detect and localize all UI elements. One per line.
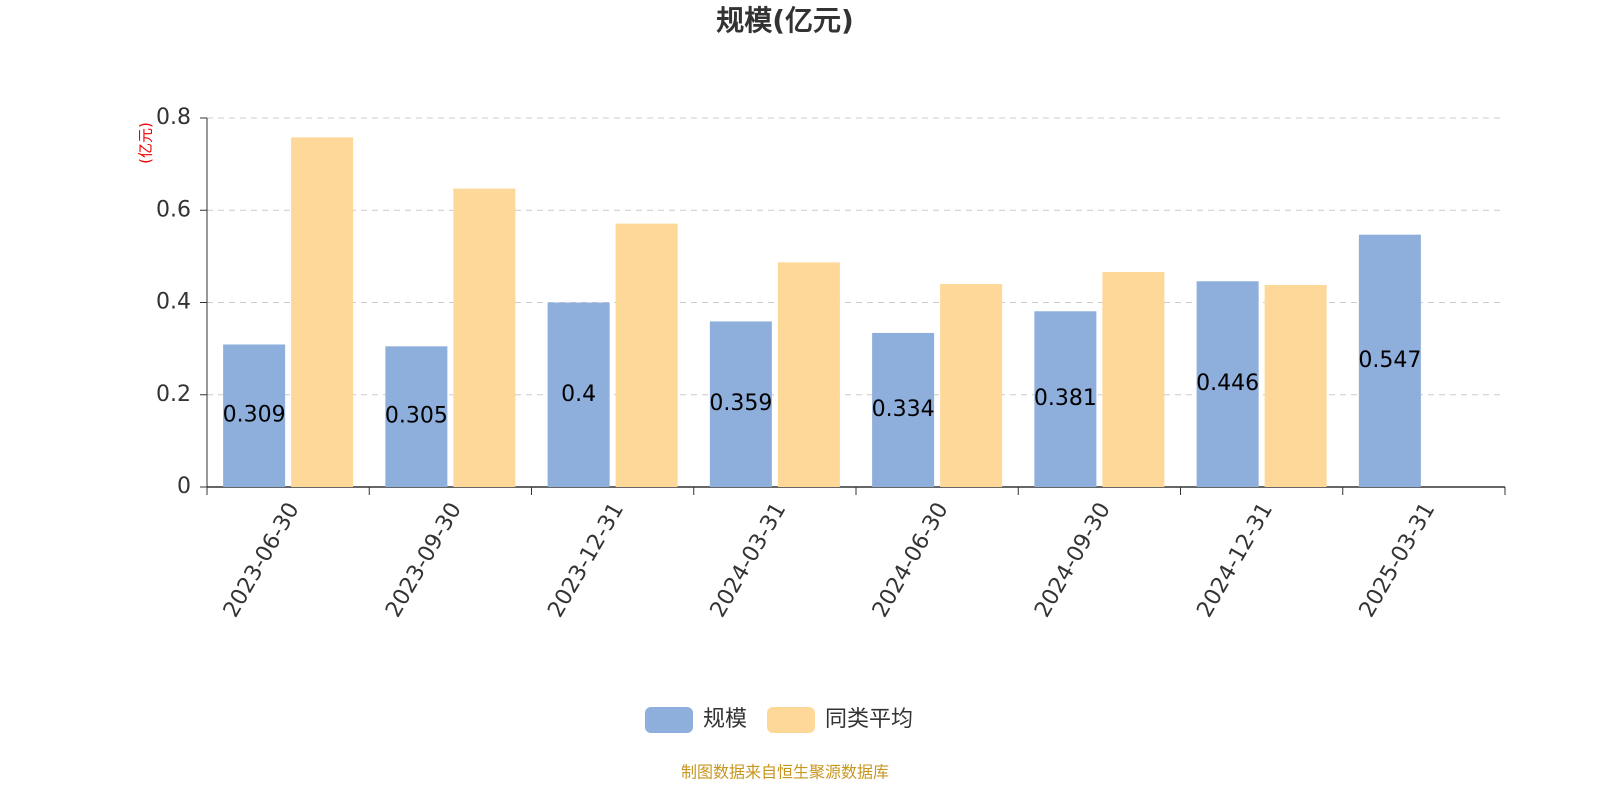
bar <box>453 188 516 488</box>
bar <box>615 223 678 487</box>
value-label: 0.381 <box>1034 386 1097 411</box>
value-label: 0.547 <box>1358 348 1421 373</box>
bar <box>872 332 935 487</box>
bar <box>777 262 840 487</box>
value-label: 0.305 <box>385 404 448 429</box>
value-label: 0.4 <box>561 382 596 407</box>
bar <box>1358 234 1421 487</box>
bar <box>1264 284 1327 487</box>
y-tick-label: 0.6 <box>156 197 191 222</box>
bar <box>385 346 448 487</box>
bar <box>1102 272 1165 487</box>
bar <box>291 137 354 487</box>
x-tick-label: 2024-03-31 <box>706 499 792 622</box>
value-label: 0.309 <box>223 403 286 428</box>
source-note: 制图数据来自恒生聚源数据库 <box>681 763 889 782</box>
y-tick-label: 0.4 <box>156 290 191 315</box>
x-tick-label: 2023-06-30 <box>219 499 305 622</box>
y-unit: (亿元) <box>137 122 155 164</box>
bar <box>547 302 610 487</box>
x-tick-label: 2023-09-30 <box>381 499 467 622</box>
x-tick-label: 2024-12-31 <box>1192 499 1278 622</box>
legend-label: 同类平均 <box>825 707 913 732</box>
value-label: 0.334 <box>872 397 935 422</box>
chart-title: 规模(亿元) <box>716 4 854 37</box>
x-tick-label: 2025-03-31 <box>1355 499 1441 622</box>
y-tick-label: 0.8 <box>156 105 191 130</box>
bar <box>940 284 1003 487</box>
bar <box>223 344 286 487</box>
y-tick-label: 0 <box>177 474 191 499</box>
bar <box>709 321 772 487</box>
x-tick-label: 2023-12-31 <box>543 499 629 622</box>
bar <box>1034 311 1097 487</box>
legend-label: 规模 <box>703 707 747 732</box>
value-label: 0.359 <box>709 391 772 416</box>
legend-swatch <box>645 707 693 733</box>
y-tick-label: 0.2 <box>156 382 191 407</box>
value-label: 0.446 <box>1196 371 1259 396</box>
x-tick-label: 2024-06-30 <box>868 499 954 622</box>
legend-swatch <box>767 707 816 733</box>
x-tick-label: 2024-09-30 <box>1030 499 1116 622</box>
bar <box>1196 281 1259 487</box>
